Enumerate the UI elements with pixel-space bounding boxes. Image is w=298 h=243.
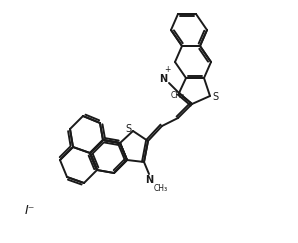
Text: N: N [145,175,153,185]
Text: S: S [212,92,218,102]
Text: N: N [159,74,167,84]
Text: I⁻: I⁻ [25,203,35,217]
Text: CH₃: CH₃ [154,183,168,192]
Text: CH₃: CH₃ [171,90,185,99]
Text: S: S [125,124,131,134]
Text: +: + [164,64,170,73]
